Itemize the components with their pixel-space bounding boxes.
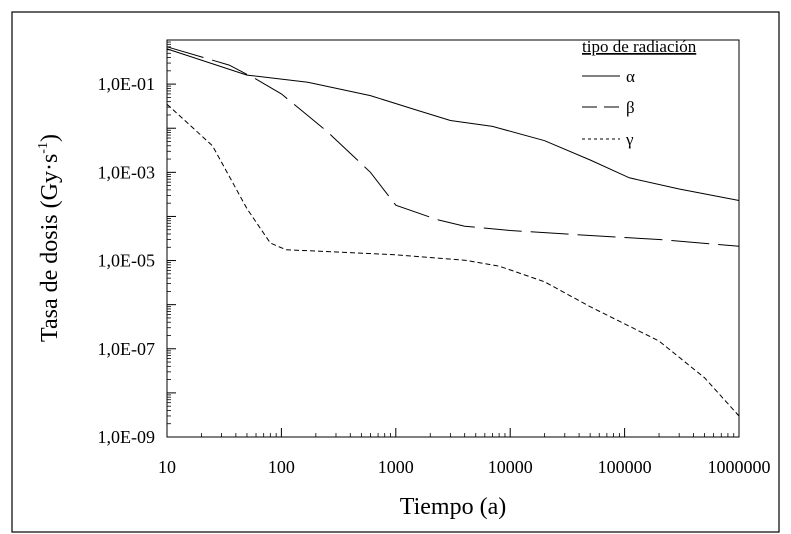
y-axis-label-close: ) (37, 134, 63, 142)
plot-area (166, 39, 740, 438)
series-line-1 (166, 48, 740, 201)
series-line-3 (166, 103, 740, 417)
legend-label-1: α (626, 67, 635, 86)
y-tick-label: 1,0E-03 (98, 162, 156, 182)
series-line-2 (166, 46, 740, 247)
y-axis-label: Tasa de dosis (Gy·s-1) (36, 134, 63, 342)
legend-label-3: γ (625, 130, 634, 149)
legend-title: tipo de radiación (582, 37, 697, 56)
legend-label-2: β (626, 98, 635, 117)
series-layer (166, 46, 740, 417)
chart-frame (11, 11, 780, 533)
x-tick-label: 100 (268, 457, 295, 477)
legend-items: αβγ (582, 67, 635, 149)
x-tick-label: 100000 (598, 457, 652, 477)
x-tick-labels: 10 100 1000 10000 100000 1000000 (158, 457, 771, 477)
y-tick-label: 1,0E-05 (98, 251, 156, 271)
y-tick-label: 1,0E-09 (98, 427, 156, 447)
y-tick-label: 1,0E-01 (98, 74, 156, 94)
x-tick-label: 1000000 (708, 457, 771, 477)
x-tick-label: 10 (158, 457, 176, 477)
x-axis-label: Tiempo (a) (400, 494, 506, 520)
x-tick-label: 1000 (378, 457, 414, 477)
y-tick-labels: 1,0E-09 1,0E-07 1,0E-05 1,0E-03 1,0E-01 (98, 74, 156, 447)
legend: tipo de radiación αβγ (582, 37, 697, 149)
y-axis-label-main: Tasa de dosis (Gy·s (37, 154, 63, 342)
x-tick-label: 10000 (488, 457, 533, 477)
major-ticks (166, 83, 626, 438)
y-axis-label-sup: -1 (36, 142, 51, 154)
y-tick-label: 1,0E-07 (98, 339, 156, 359)
